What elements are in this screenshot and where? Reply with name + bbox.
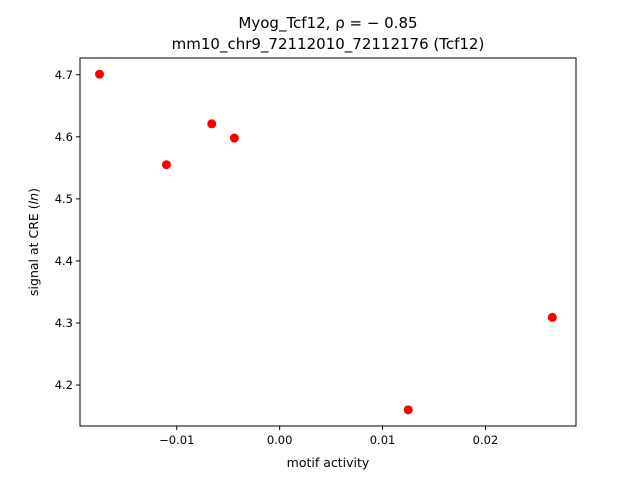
- y-tick-label: 4.7: [55, 68, 73, 82]
- scatter-point: [207, 119, 217, 129]
- y-axis-label-italic: ln: [26, 193, 41, 204]
- y-tick-label: 4.6: [55, 130, 73, 144]
- x-tick-label: 0.02: [473, 433, 499, 447]
- scatter-point: [161, 160, 171, 170]
- y-axis-label-suffix: ): [26, 188, 41, 193]
- data-points: [95, 69, 557, 415]
- scatter-point: [403, 405, 413, 415]
- y-tick-label: 4.5: [55, 192, 73, 206]
- x-axis-label: motif activity: [287, 455, 370, 470]
- x-tick-label: 0.00: [267, 433, 293, 447]
- x-tick-label: 0.01: [370, 433, 396, 447]
- chart-title-line-1: Myog_Tcf12, ρ = − 0.85: [238, 14, 417, 33]
- y-tick-label: 4.4: [55, 254, 73, 268]
- y-axis-ticks: 4.2 4.3 4.4 4.5 4.6 4.7: [55, 68, 80, 392]
- scatter-point: [547, 312, 557, 322]
- y-tick-label: 4.2: [55, 378, 73, 392]
- y-axis-label-prefix: signal at CRE (: [26, 204, 41, 296]
- x-tick-label: −0.01: [159, 433, 194, 447]
- x-axis-ticks: −0.01 0.00 0.01 0.02: [159, 426, 498, 447]
- chart-title-line-2: mm10_chr9_72112010_72112176 (Tcf12): [172, 35, 485, 54]
- scatter-point: [229, 133, 239, 143]
- scatter-point: [95, 69, 105, 79]
- plot-area-frame: [79, 57, 577, 427]
- y-axis-label: signal at CRE (ln): [26, 188, 41, 296]
- y-tick-label: 4.3: [55, 316, 73, 330]
